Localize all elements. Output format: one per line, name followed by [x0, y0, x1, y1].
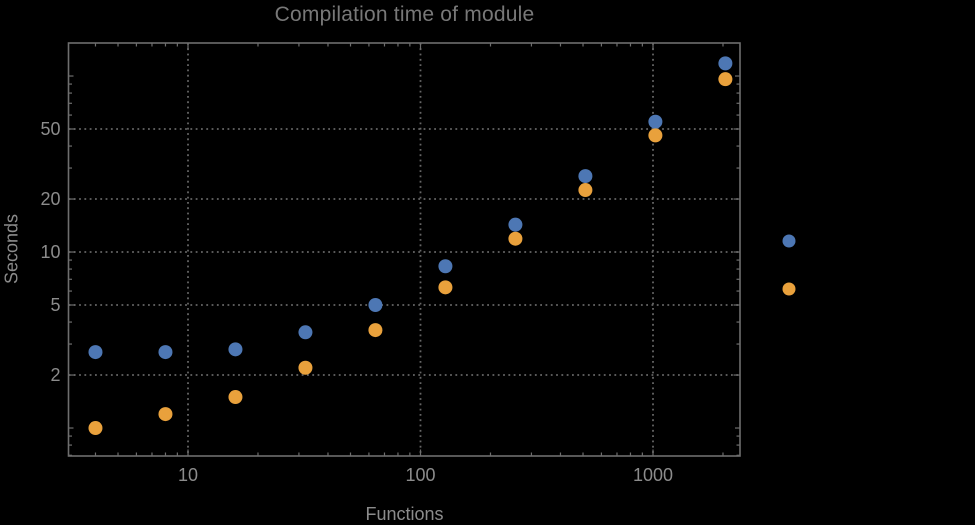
- data-point-series-1: [158, 345, 173, 360]
- y-tick-label: 2: [50, 365, 60, 385]
- y-tick-label: 5: [50, 295, 60, 315]
- data-point-series-1: [438, 259, 453, 274]
- data-point-series-1: [648, 114, 663, 129]
- data-point-series-1: [298, 325, 313, 340]
- x-tick-label: 100: [405, 465, 435, 485]
- data-point-series-2: [298, 360, 313, 375]
- y-tick-label: 20: [40, 189, 60, 209]
- data-point-series-1: [718, 56, 733, 71]
- plot-frame: [67, 42, 741, 457]
- legend-marker-series-1: [782, 234, 796, 248]
- chart-title: Compilation time of module: [274, 3, 535, 26]
- data-point-series-2: [228, 390, 243, 405]
- legend-marker-series-2: [782, 282, 796, 296]
- x-axis-label: Functions: [365, 504, 444, 524]
- data-point-series-2: [158, 407, 173, 422]
- data-point-series-2: [88, 421, 103, 436]
- y-tick-label: 50: [40, 119, 60, 139]
- data-point-series-2: [368, 323, 383, 338]
- data-point-series-2: [508, 231, 523, 246]
- y-tick-label: 10: [40, 242, 60, 262]
- data-point-series-1: [508, 217, 523, 232]
- x-tick-label: 10: [178, 465, 198, 485]
- x-tick-label: 1000: [633, 465, 673, 485]
- data-point-series-2: [578, 183, 593, 198]
- data-point-series-2: [648, 128, 663, 143]
- data-point-series-2: [438, 280, 453, 295]
- data-point-series-1: [368, 298, 383, 312]
- data-point-series-1: [578, 169, 593, 184]
- data-point-series-1: [228, 342, 243, 357]
- y-axis-label: Seconds: [1, 213, 22, 285]
- data-point-series-2: [718, 72, 733, 87]
- data-point-series-1: [88, 345, 103, 360]
